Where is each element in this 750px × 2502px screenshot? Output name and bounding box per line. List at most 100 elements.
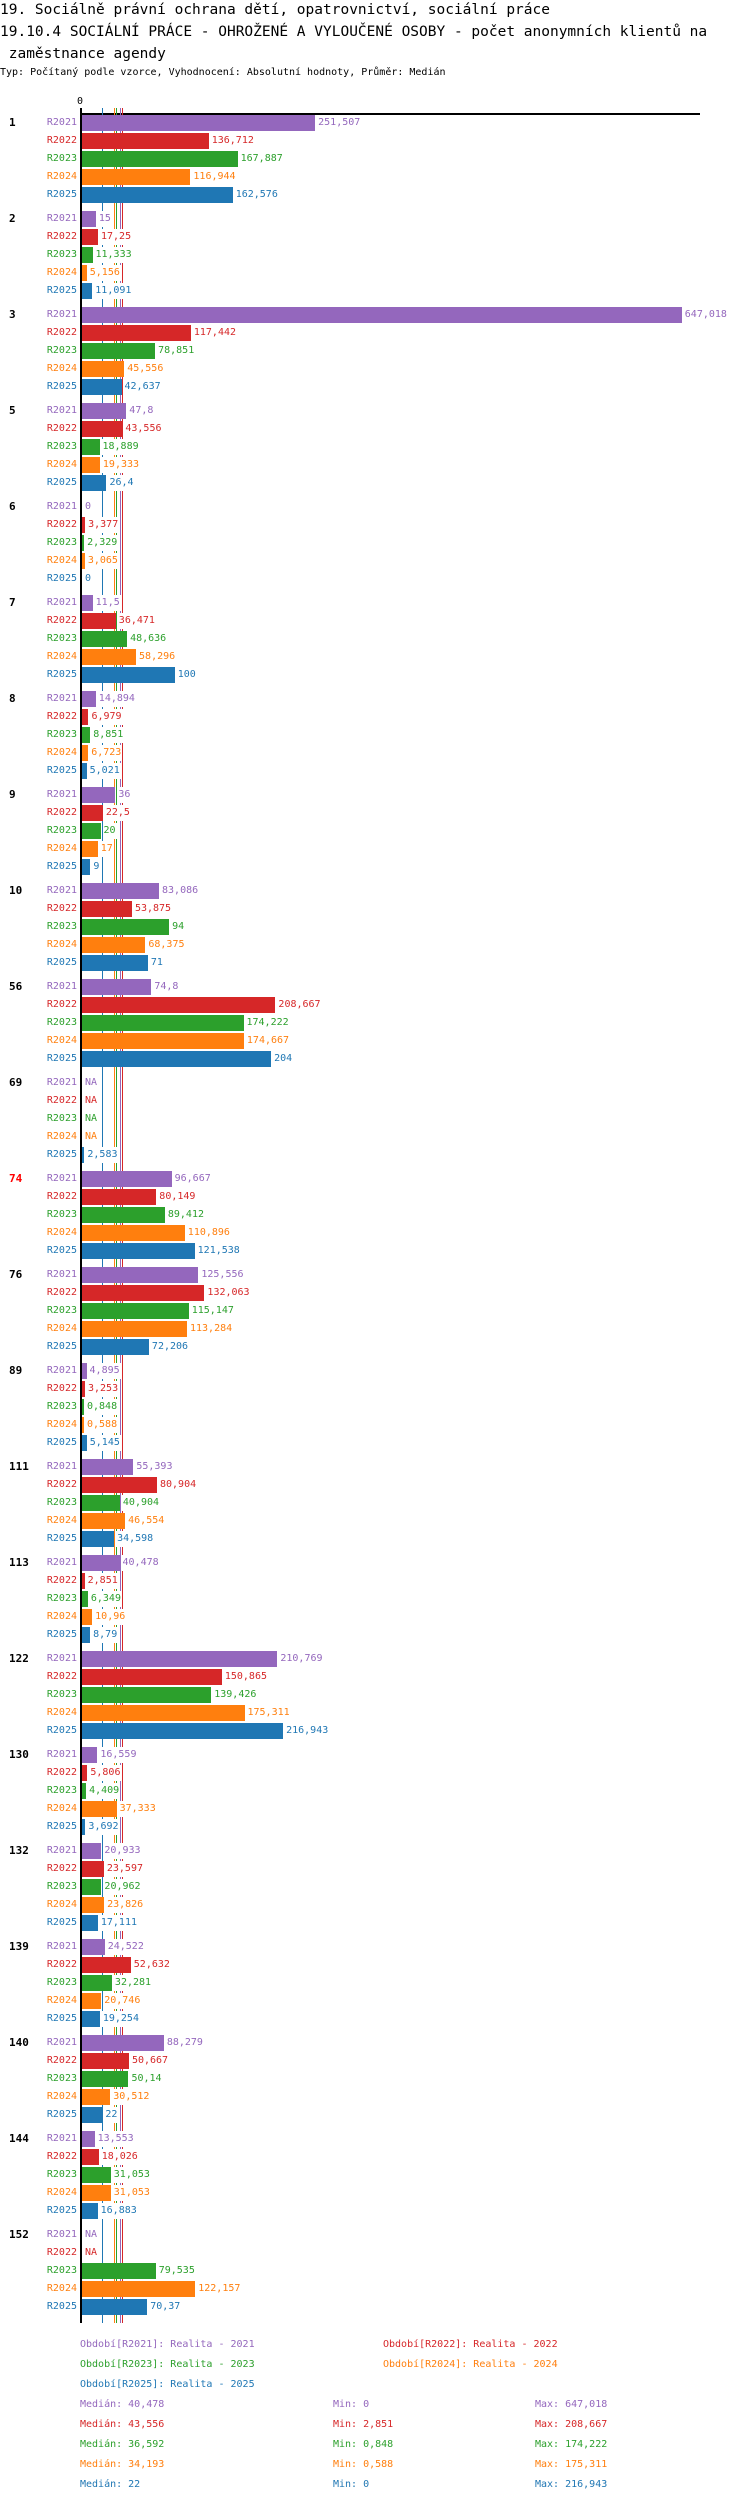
bar [82, 307, 682, 323]
group-label: 122 [9, 1652, 29, 1665]
series-label: R2024 [46, 747, 77, 758]
group-label: 139 [9, 1940, 29, 1953]
bar-value-label: 46,554 [127, 1513, 166, 1529]
group-label: 152 [9, 2228, 29, 2241]
bar-value-label: 20,933 [103, 1843, 142, 1859]
series-label: R2024 [46, 1995, 77, 2006]
bar-value-label: 4,895 [88, 1363, 121, 1379]
bar-value-label: 139,426 [213, 1687, 258, 1703]
bar [82, 997, 276, 1013]
series-label: R2021 [46, 1653, 77, 1664]
bar [82, 1531, 115, 1547]
bar [82, 1861, 104, 1877]
bar-value-label: 14,894 [97, 691, 136, 707]
bar [82, 361, 125, 377]
series-label: R2021 [46, 2229, 77, 2240]
bar [82, 841, 98, 857]
series-label: R2024 [46, 1515, 77, 1526]
bar-value-label: 50,667 [130, 2053, 170, 2069]
series-label: R2023 [46, 1497, 77, 1508]
group-label: 5 [9, 404, 16, 417]
bar-value-label: 42,637 [123, 379, 162, 395]
bar-value-label: 31,053 [112, 2185, 151, 2201]
bar-value-label: NA [84, 1111, 99, 1127]
bar [82, 919, 170, 935]
series-label: R2021 [46, 789, 77, 800]
bar-value-label: 15 [97, 211, 112, 227]
series-label: R2023 [46, 1209, 77, 1220]
series-label: R2024 [46, 1035, 77, 1046]
bar [82, 265, 87, 281]
bar [82, 439, 100, 455]
bar [82, 1957, 131, 1973]
bar [82, 1591, 88, 1607]
series-label: R2023 [46, 345, 77, 356]
series-label: R2024 [46, 2283, 77, 2294]
series-label: R2025 [46, 1245, 77, 1256]
series-label: R2025 [46, 1149, 77, 1160]
bar-value-label: 47,8 [128, 403, 155, 419]
series-label: R2023 [46, 1977, 77, 1988]
bar-value-label: 3,377 [87, 517, 120, 533]
bar [82, 1147, 85, 1163]
series-label: R2023 [46, 1785, 77, 1796]
bar-value-label: 18,889 [101, 439, 140, 455]
bar [82, 1651, 278, 1667]
bar-value-label: NA [84, 1075, 99, 1091]
bar [82, 805, 103, 821]
bar-value-label: 17,25 [99, 229, 133, 245]
bar [82, 2299, 148, 2315]
stat-median: Medián: 34,193 [80, 2459, 165, 2470]
bar-value-label: 20 [102, 823, 117, 839]
series-label: R2022 [46, 135, 77, 146]
bar [82, 1285, 205, 1301]
group-label: 130 [9, 1748, 29, 1761]
bar [82, 421, 123, 437]
bar [82, 613, 116, 629]
bar-value-label: 110,896 [186, 1225, 231, 1241]
stat-median: Medián: 36,592 [80, 2439, 165, 2450]
bar-value-label: 88,279 [165, 2035, 204, 2051]
bar-value-label: 100 [176, 667, 197, 683]
group-label: 10 [9, 884, 23, 897]
y-axis-line [80, 108, 82, 2323]
bar-value-label: 20,962 [103, 1879, 142, 1895]
series-label: R2023 [46, 2169, 77, 2180]
legend-item: Období[R2023]: Realita - 2023 [80, 2359, 255, 2370]
group-label: 9 [9, 788, 16, 801]
series-label: R2021 [46, 597, 77, 608]
group-label: 6 [9, 500, 16, 513]
group-label: 111 [9, 1460, 29, 1473]
series-label: R2022 [46, 1863, 77, 1874]
bar [82, 403, 127, 419]
bar-value-label: 36 [117, 787, 132, 803]
series-label: R2023 [46, 249, 77, 260]
group-label: 113 [9, 1556, 29, 1569]
bar [82, 1573, 85, 1589]
bar [82, 1555, 120, 1571]
series-label: R2025 [46, 2205, 77, 2216]
bar-value-label: 48,636 [129, 631, 168, 647]
bar [82, 631, 128, 647]
stat-max: Max: 647,018 [535, 2399, 608, 2410]
bar [82, 1189, 157, 1205]
bar-value-label: 132,063 [206, 1285, 251, 1301]
series-label: R2021 [46, 1173, 77, 1184]
bar [82, 535, 85, 551]
bar-value-label: 22 [104, 2107, 119, 2123]
bar-value-label: 0 [84, 499, 93, 515]
bar [82, 115, 316, 131]
group-label: 140 [9, 2036, 29, 2049]
stat-max: Max: 216,943 [535, 2479, 608, 2490]
bar-value-label: 13,553 [96, 2131, 135, 2147]
series-label: R2022 [46, 519, 77, 530]
series-label: R2024 [46, 267, 77, 278]
bar [82, 1477, 157, 1493]
series-label: R2023 [46, 825, 77, 836]
series-label: R2025 [46, 381, 77, 392]
bar [82, 1993, 102, 2009]
group-label: 132 [9, 1844, 29, 1857]
bar-value-label: 26,4 [108, 475, 135, 491]
bar [82, 901, 132, 917]
series-label: R2025 [46, 477, 77, 488]
